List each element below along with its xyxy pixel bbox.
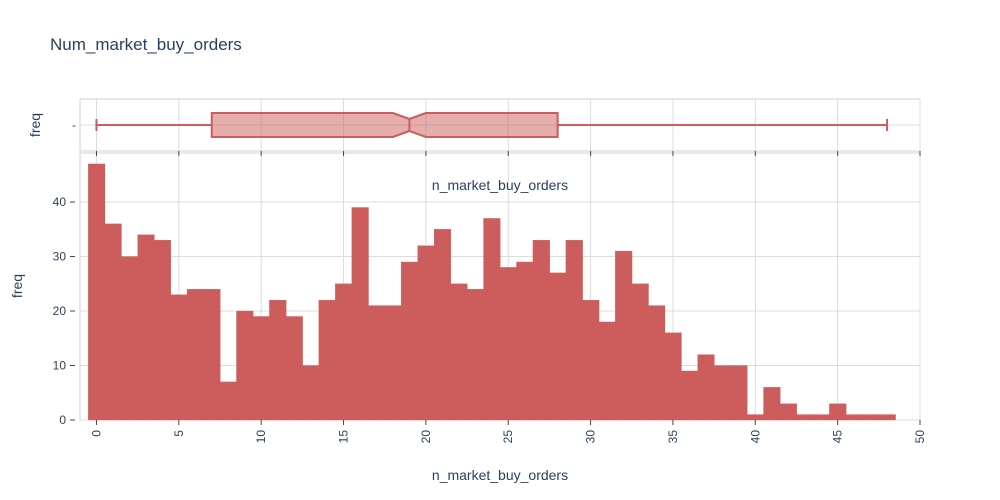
histogram-bar <box>88 163 106 421</box>
histogram-bar <box>170 294 188 421</box>
x-tick-label: 20 <box>419 430 433 444</box>
x-tick-labels: 0 5 10 15 20 25 30 35 40 45 50 <box>89 430 927 444</box>
histogram-bar <box>730 365 748 421</box>
box-plot-panel: freq - <box>27 98 921 152</box>
histogram-bar <box>697 354 715 421</box>
histogram-bar <box>812 414 830 421</box>
x-tick-label: 25 <box>501 430 515 444</box>
histogram-bar <box>417 245 435 421</box>
histogram-bar <box>433 229 452 421</box>
histogram-bar <box>681 370 699 421</box>
x-tick-label: 35 <box>666 430 680 444</box>
chart-title: Num_market_buy_orders <box>50 35 242 54</box>
histogram-bar <box>137 234 155 421</box>
histogram-bar <box>565 240 583 421</box>
histogram-bar <box>384 305 402 421</box>
histogram-bar <box>121 256 139 421</box>
histogram-bar <box>582 299 600 421</box>
histogram-panel: 0 5 10 15 20 25 30 35 40 45 50 0 10 20 30 40 n_market_… <box>9 151 927 483</box>
histogram-bar <box>779 403 797 421</box>
histogram-bar <box>713 365 732 421</box>
histogram-bar <box>335 283 353 421</box>
x-tick-label: 40 <box>748 430 762 444</box>
histogram-bar <box>186 289 204 421</box>
histogram-bar <box>829 403 847 421</box>
y-tick-label: 10 <box>53 359 67 373</box>
histogram-bar <box>664 332 682 421</box>
histogram-bar <box>499 267 517 421</box>
x-tick-label: 15 <box>337 430 351 444</box>
x-tick-label: 30 <box>584 430 598 444</box>
histogram-bar <box>845 414 863 421</box>
histogram-bar <box>631 283 649 421</box>
histogram-bar <box>746 414 764 421</box>
y-tick-label: 30 <box>53 250 67 264</box>
box-plot-marks <box>95 112 889 138</box>
histogram-bar <box>401 261 419 421</box>
y-axis-title: freq <box>9 274 25 298</box>
histogram-bar <box>450 283 468 421</box>
histogram-bar <box>269 299 287 421</box>
histogram-bar <box>796 414 814 421</box>
x-tick-marks <box>95 151 921 425</box>
histogram-bar <box>516 261 534 421</box>
histogram-bar <box>615 250 633 421</box>
y-tick-label: 20 <box>53 304 67 318</box>
histogram-bar <box>648 305 666 421</box>
histogram-bar <box>351 207 369 421</box>
histogram-bar <box>532 240 550 421</box>
histogram-bar <box>318 299 336 421</box>
histogram-bars <box>88 163 896 421</box>
y-tick-label: 40 <box>53 195 67 209</box>
x-tick-label: 5 <box>172 430 186 437</box>
histogram-bar <box>302 365 320 421</box>
box-body <box>210 112 559 138</box>
histogram-bar <box>483 218 501 421</box>
x-tick-label: 10 <box>254 430 268 444</box>
histogram-bar <box>763 387 781 421</box>
histogram-bar <box>466 289 484 421</box>
histogram-bar <box>236 310 254 421</box>
box-y-tick-label: - <box>72 118 76 132</box>
histogram-bar <box>549 272 567 421</box>
x-tick-label: 0 <box>89 430 103 437</box>
histogram-bar <box>104 223 122 421</box>
histogram-bar <box>285 316 303 421</box>
x-axis-title: n_market_buy_orders <box>432 467 568 483</box>
y-tick-labels: 0 10 20 30 40 <box>53 195 67 427</box>
histogram-bar <box>203 289 221 421</box>
histogram-bar <box>598 321 616 421</box>
box-y-axis-title: freq <box>27 113 43 137</box>
x-tick-label: 50 <box>913 430 927 444</box>
histogram-bar <box>878 414 896 421</box>
y-tick-label: 0 <box>59 413 66 427</box>
histogram-bar <box>252 316 270 421</box>
histogram-bar <box>153 240 172 421</box>
x-tick-label: 45 <box>831 430 845 444</box>
histogram-bar <box>219 381 237 421</box>
histogram-bar <box>368 305 386 421</box>
histogram-annotation: n_market_buy_orders <box>432 177 568 193</box>
histogram-bar <box>862 414 880 421</box>
